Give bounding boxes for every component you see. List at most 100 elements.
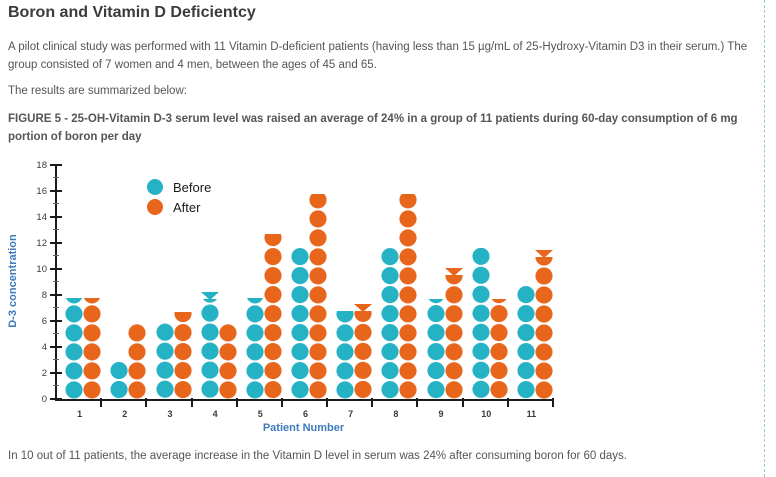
bar-after-patient-3 bbox=[173, 311, 192, 399]
bar-dots bbox=[426, 298, 445, 399]
bar-dots bbox=[535, 256, 553, 399]
d3-concentration-chart: D-3 concentration Before After 0 2 4 6 8 10 12… bbox=[0, 160, 600, 440]
bar-dots bbox=[83, 297, 102, 399]
y-tick-6 bbox=[50, 320, 62, 322]
bar-before-patient-9 bbox=[426, 298, 445, 399]
y-tick-label-16: 16 bbox=[36, 186, 47, 197]
partial-dot-triangle-icon bbox=[535, 249, 553, 258]
y-minor-tick-15 bbox=[53, 203, 59, 204]
x-tick-label-1: 1 bbox=[77, 409, 83, 419]
y-minor-tick-1 bbox=[53, 385, 59, 386]
y-minor-tick-9 bbox=[53, 281, 59, 282]
y-tick-18 bbox=[50, 164, 62, 166]
y-tick-label-6: 6 bbox=[41, 316, 47, 327]
bar-dots bbox=[381, 246, 400, 399]
bar-after-patient-11 bbox=[535, 249, 553, 399]
y-minor-tick-17 bbox=[53, 177, 59, 178]
y-minor-tick-13 bbox=[53, 229, 59, 230]
bar-after-patient-2 bbox=[128, 323, 147, 399]
x-tick-3 bbox=[190, 398, 193, 407]
bar-before-patient-1 bbox=[65, 297, 84, 399]
bar-dots bbox=[399, 193, 418, 399]
x-tick-label-9: 9 bbox=[438, 409, 444, 419]
bar-after-patient-1 bbox=[83, 297, 102, 399]
y-tick-10 bbox=[50, 268, 62, 270]
y-minor-tick-3 bbox=[53, 359, 59, 360]
y-tick-label-0: 0 bbox=[41, 394, 47, 405]
legend-after-marker-icon bbox=[147, 199, 163, 215]
y-tick-14 bbox=[50, 216, 62, 218]
patient-3-bars bbox=[155, 311, 192, 399]
plot-area: Before After 0 2 4 6 8 10 12 14 16 18 1 2 3 4 5 6 7 8 9 10 1… bbox=[36, 160, 554, 419]
bar-after-patient-7 bbox=[354, 304, 373, 399]
bar-after-patient-6 bbox=[309, 193, 328, 399]
bar-after-patient-4 bbox=[218, 323, 237, 399]
y-tick-8 bbox=[50, 294, 62, 296]
patient-7-bars bbox=[336, 304, 373, 399]
x-tick-label-2: 2 bbox=[122, 409, 128, 419]
x-tick-label-10: 10 bbox=[481, 409, 492, 419]
bar-dots bbox=[110, 360, 129, 399]
x-tick-4 bbox=[235, 398, 238, 407]
partial-dot-triangle-icon bbox=[444, 267, 463, 276]
x-tick-5 bbox=[280, 398, 283, 407]
y-tick-label-12: 12 bbox=[36, 238, 47, 249]
bar-dots bbox=[336, 310, 355, 399]
y-tick-label-2: 2 bbox=[41, 368, 47, 379]
x-tick-label-5: 5 bbox=[257, 409, 263, 419]
bar-dots bbox=[354, 311, 373, 399]
bar-dots bbox=[309, 193, 328, 399]
y-minor-tick-5 bbox=[53, 333, 59, 334]
patient-6-bars bbox=[291, 193, 328, 399]
footer-text: In 10 out of 11 patients, the average in… bbox=[8, 450, 628, 462]
bar-dots bbox=[263, 233, 282, 399]
patient-11-bars bbox=[517, 249, 553, 399]
x-axis-label: Patient Number bbox=[262, 422, 345, 434]
legend-before-label: Before bbox=[173, 179, 212, 195]
bar-dots bbox=[218, 323, 237, 399]
patient-1-bars bbox=[65, 297, 102, 399]
x-tick-label-3: 3 bbox=[167, 409, 173, 419]
y-tick-16 bbox=[50, 190, 62, 192]
y-tick-label-4: 4 bbox=[41, 342, 47, 353]
chart-legend: Before After bbox=[147, 179, 211, 219]
legend-before-marker-icon bbox=[147, 179, 163, 195]
bar-dots bbox=[155, 322, 174, 399]
bar-before-patient-8 bbox=[381, 246, 400, 399]
bar-dots bbox=[444, 274, 463, 399]
bar-before-patient-2 bbox=[110, 360, 129, 399]
x-tick-label-8: 8 bbox=[393, 409, 399, 419]
patient-8-bars bbox=[381, 193, 418, 399]
bar-dots bbox=[128, 323, 147, 399]
y-tick-label-14: 14 bbox=[36, 212, 47, 223]
y-tick-label-10: 10 bbox=[36, 264, 47, 275]
y-tick-label-8: 8 bbox=[41, 290, 47, 301]
x-tick-label-7: 7 bbox=[348, 409, 354, 419]
patient-9-bars bbox=[426, 267, 463, 399]
patient-4-bars bbox=[200, 292, 237, 399]
bar-before-patient-10 bbox=[471, 248, 490, 399]
results-line: The results are summarized below: bbox=[8, 85, 187, 97]
bar-after-patient-5 bbox=[263, 233, 282, 399]
content-right-border bbox=[764, 0, 765, 477]
x-tick-11 bbox=[552, 398, 554, 407]
y-tick-0 bbox=[50, 398, 62, 400]
legend-item-after: After bbox=[147, 199, 211, 215]
partial-dot-triangle-icon bbox=[200, 292, 219, 301]
x-tick-6 bbox=[326, 398, 329, 407]
bar-after-patient-8 bbox=[399, 193, 418, 399]
y-minor-tick-7 bbox=[53, 307, 59, 308]
bar-dots bbox=[200, 299, 219, 399]
y-tick-label-18: 18 bbox=[36, 160, 47, 171]
bar-dots bbox=[517, 285, 535, 399]
x-tick-10 bbox=[506, 398, 509, 407]
x-tick-7 bbox=[371, 398, 374, 407]
y-minor-tick-11 bbox=[53, 255, 59, 256]
bar-before-patient-6 bbox=[291, 246, 310, 399]
partial-dot-triangle-icon bbox=[354, 304, 373, 313]
legend-item-before: Before bbox=[147, 179, 211, 195]
bar-before-patient-5 bbox=[245, 297, 264, 399]
bar-dots bbox=[291, 246, 310, 399]
bar-dots bbox=[245, 297, 264, 399]
